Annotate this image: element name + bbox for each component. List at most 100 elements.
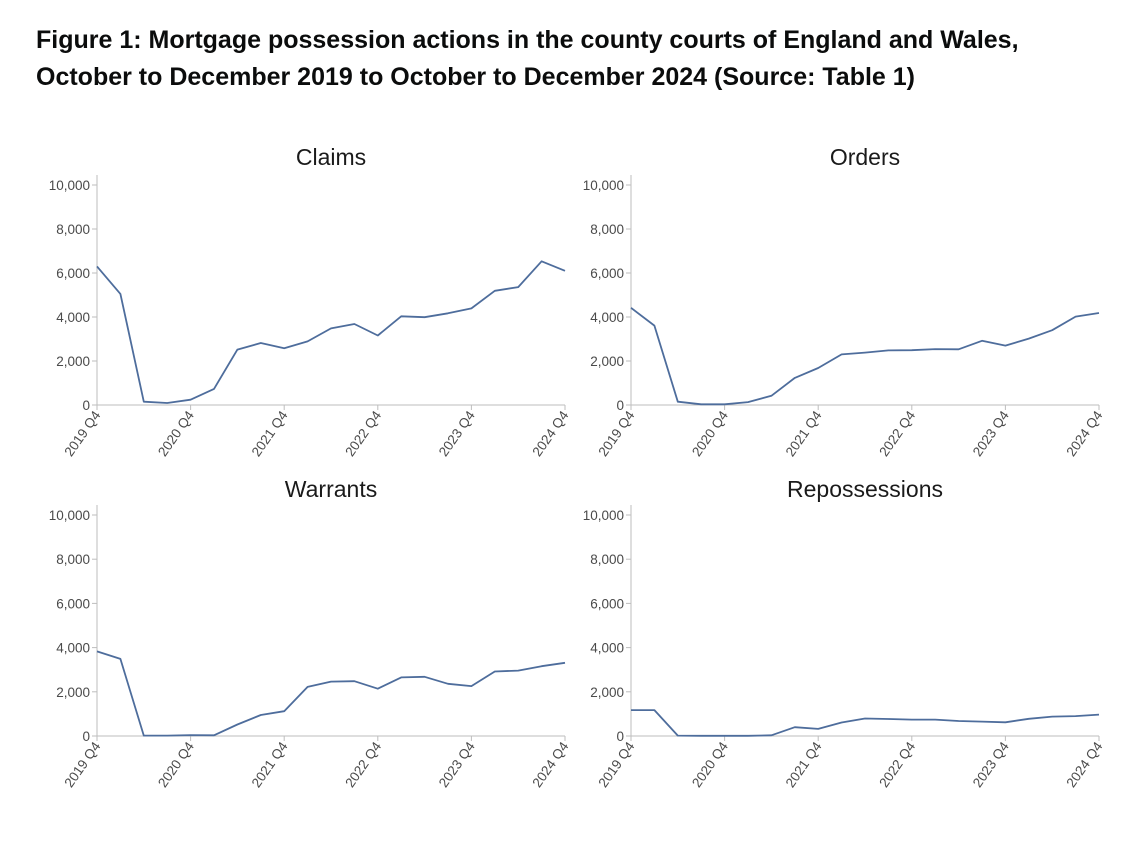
panel-title: Warrants	[285, 476, 377, 502]
data-point	[540, 260, 542, 262]
x-tick-label: 2024 Q4	[1063, 739, 1105, 790]
x-tick-label: 2022 Q4	[876, 739, 918, 790]
data-point	[236, 723, 238, 725]
data-point	[1098, 713, 1100, 715]
y-tick-label: 0	[82, 729, 90, 744]
chart-panel-repossessions: Repossessions 0 2,000 4,000 6,000 8,000 10,000…	[583, 476, 1106, 790]
data-point	[723, 735, 725, 737]
data-point	[957, 348, 959, 350]
data-point	[236, 348, 238, 350]
figure-title: Figure 1: Mortgage possession actions in…	[36, 22, 1116, 96]
x-tick-label: 2023 Q4	[436, 408, 478, 459]
data-point	[283, 347, 285, 349]
y-tick-label: 6,000	[590, 266, 624, 281]
y-tick-label: 4,000	[590, 310, 624, 325]
y-tick-label: 2,000	[56, 685, 90, 700]
x-tick-label: 2020 Q4	[689, 739, 731, 790]
data-point	[700, 735, 702, 737]
data-point	[260, 714, 262, 716]
figure-title-line-1: Figure 1: Mortgage possession actions in…	[36, 26, 1019, 54]
data-point	[653, 324, 655, 326]
data-point	[400, 315, 402, 317]
data-point	[630, 307, 632, 309]
data-point	[447, 683, 449, 685]
data-point	[1074, 715, 1076, 717]
data-point	[353, 323, 355, 325]
data-point	[423, 316, 425, 318]
data-point	[840, 353, 842, 355]
series-line-orders	[630, 307, 1100, 406]
data-point	[1028, 718, 1030, 720]
data-point	[494, 290, 496, 292]
data-point	[166, 402, 168, 404]
data-point	[864, 351, 866, 353]
data-point	[747, 735, 749, 737]
y-tick-label: 10,000	[583, 508, 624, 523]
data-point	[540, 665, 542, 667]
y-tick-label: 8,000	[590, 222, 624, 237]
data-point	[887, 718, 889, 720]
chart-panel-orders: Orders 0 2,000 4,000 6,000 8,000 10,000 2019 Q4…	[583, 144, 1106, 459]
x-tick-label: 2022 Q4	[342, 739, 384, 790]
data-point	[400, 676, 402, 678]
data-point	[770, 395, 772, 397]
x-tick-label: 2021 Q4	[249, 739, 291, 790]
panel-title: Claims	[296, 144, 366, 170]
data-point	[119, 293, 121, 295]
x-tick-label: 2024 Q4	[1063, 408, 1105, 459]
data-point	[934, 718, 936, 720]
y-tick-label: 4,000	[56, 310, 90, 325]
data-point	[1074, 315, 1076, 317]
data-point	[747, 401, 749, 403]
data-point	[517, 669, 519, 671]
y-tick-label: 2,000	[56, 354, 90, 369]
data-point	[494, 670, 496, 672]
chart-panel-claims: Claims 0 2,000 4,000 6,000 8,000 10,000 2019 Q4…	[49, 144, 572, 459]
data-point	[283, 710, 285, 712]
data-point	[911, 718, 913, 720]
data-point	[630, 709, 632, 711]
data-point	[770, 734, 772, 736]
x-tick-label: 2021 Q4	[249, 408, 291, 459]
y-tick-label: 8,000	[56, 552, 90, 567]
data-point	[119, 658, 121, 660]
data-point	[1004, 721, 1006, 723]
data-point	[377, 688, 379, 690]
data-point	[564, 662, 566, 664]
x-tick-label: 2023 Q4	[436, 739, 478, 790]
x-tick-label: 2019 Q4	[61, 739, 103, 790]
data-point	[864, 717, 866, 719]
y-tick-label: 0	[616, 398, 624, 413]
y-tick-label: 10,000	[49, 178, 90, 193]
y-tick-label: 4,000	[590, 641, 624, 656]
y-tick-label: 6,000	[56, 596, 90, 611]
panel-title: Orders	[830, 144, 900, 170]
x-tick-label: 2022 Q4	[342, 408, 384, 459]
data-point	[981, 720, 983, 722]
x-tick-label: 2019 Q4	[61, 408, 103, 459]
y-tick-label: 2,000	[590, 354, 624, 369]
chart-panel-warrants: Warrants 0 2,000 4,000 6,000 8,000 10,000 2019 …	[49, 476, 572, 790]
data-point	[1004, 344, 1006, 346]
data-point	[306, 340, 308, 342]
data-point	[911, 349, 913, 351]
x-tick-label: 2019 Q4	[595, 739, 637, 790]
data-point	[189, 734, 191, 736]
data-point	[1051, 715, 1053, 717]
data-point	[330, 680, 332, 682]
data-point	[794, 726, 796, 728]
data-point	[653, 709, 655, 711]
y-tick-label: 0	[82, 398, 90, 413]
x-tick-label: 2023 Q4	[970, 408, 1012, 459]
x-tick-label: 2024 Q4	[529, 408, 571, 459]
data-point	[700, 403, 702, 405]
y-tick-label: 0	[616, 729, 624, 744]
data-point	[794, 377, 796, 379]
data-point	[1098, 312, 1100, 314]
y-tick-label: 10,000	[49, 508, 90, 523]
data-point	[677, 401, 679, 403]
data-point	[564, 270, 566, 272]
data-point	[470, 685, 472, 687]
y-tick-label: 6,000	[56, 266, 90, 281]
